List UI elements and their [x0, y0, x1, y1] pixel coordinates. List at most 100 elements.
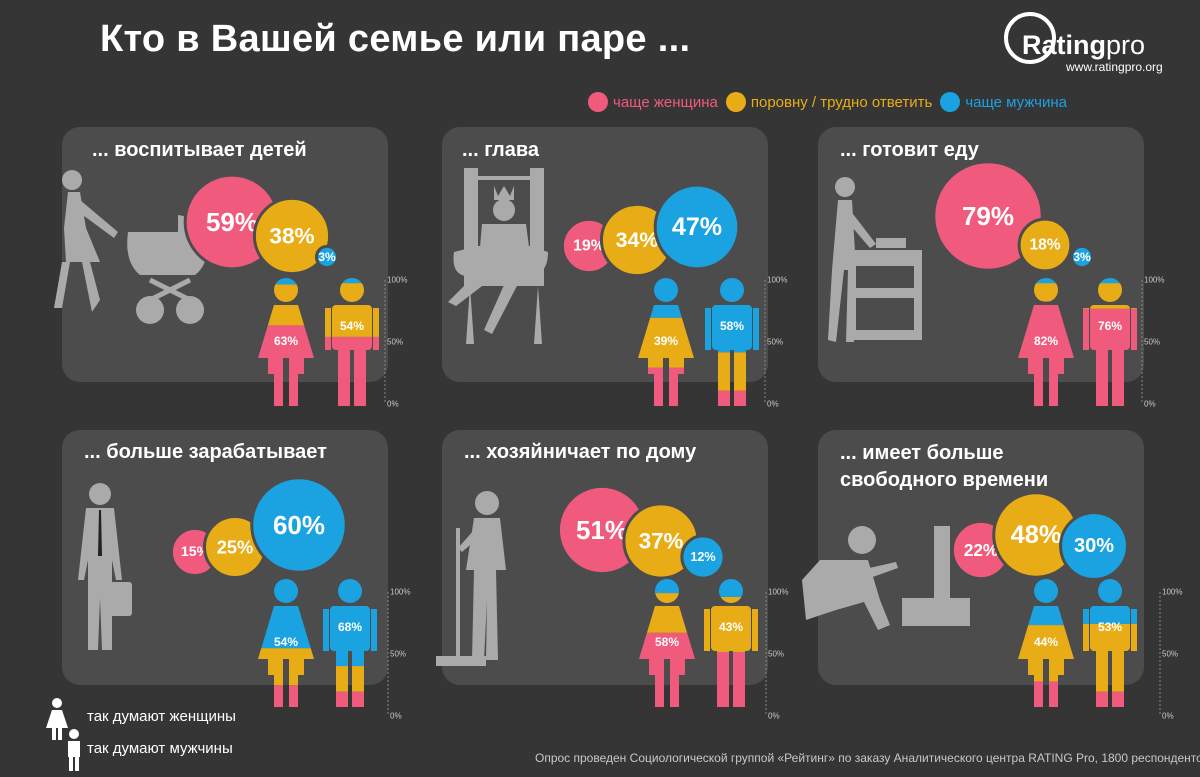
chart-panel-6: ... имеет больше свободного времени 22% 48%… — [802, 430, 1182, 721]
logo-ring-icon — [1004, 12, 1056, 64]
king-head-icon — [493, 199, 515, 221]
men-think-label: 58% — [720, 319, 744, 333]
woman-body-icon — [466, 518, 506, 660]
ratingpro-logo: Ratingpro www.ratingpro.org — [1004, 12, 1164, 78]
panel-title: ... больше зарабатывает — [84, 441, 327, 463]
panel-title: ... имеет больше — [840, 442, 1004, 464]
scale-tick-label: 100% — [1162, 588, 1182, 597]
bubble-value-label: 59% — [206, 207, 258, 237]
oven-door-icon — [856, 298, 914, 330]
scale-tick-label: 50% — [387, 338, 403, 347]
chart-panel-5: ... хозяйничает по дому 51% 37% 12% 58% 43% 10… — [436, 430, 788, 721]
men-think-label: 43% — [719, 620, 743, 634]
man-head-icon — [848, 526, 876, 554]
man-figure-segment — [1083, 691, 1137, 707]
bubble-men — [1059, 511, 1129, 581]
scale-tick-label: 50% — [768, 650, 784, 659]
stroller-frame-icon — [148, 277, 192, 303]
bubble-men — [680, 534, 726, 580]
bubble-value-label: 3% — [1073, 250, 1091, 264]
scale-tick-label: 50% — [390, 650, 406, 659]
bubble-value-label: 25% — [217, 537, 254, 558]
scale-tick-label: 0% — [1162, 712, 1174, 721]
women-think-label: 44% — [1034, 635, 1058, 649]
man-head-icon — [89, 483, 111, 505]
bubble-men — [653, 183, 741, 271]
bubble-value-label: 19% — [573, 238, 605, 255]
throne-arm-icon — [453, 246, 548, 277]
woman-figure-segment — [1018, 278, 1074, 284]
key-woman-leg-icon — [52, 728, 56, 740]
legend-swatch-equal — [725, 92, 746, 112]
woman-head-icon — [475, 491, 499, 515]
women-think-label: 39% — [654, 334, 678, 348]
woman-body-icon — [64, 192, 100, 262]
bubble-value-label: 18% — [1029, 237, 1060, 254]
bubble-value-label: 34% — [616, 228, 659, 252]
key-woman-leg-icon — [58, 728, 62, 740]
scale-tick-label: 0% — [768, 712, 780, 721]
key-man-head-icon — [69, 729, 79, 739]
scale-tick-label: 100% — [387, 276, 407, 285]
page-title: Кто в Вашей семье или паре ... — [100, 18, 691, 60]
bubble-men — [250, 476, 348, 574]
throne-legs-icon — [466, 286, 542, 344]
tie-icon — [98, 510, 102, 556]
chart-panel-1: ... воспитывает детей 59% 38% 3% 63% 54% 100% 5… — [54, 127, 407, 409]
bubble-value-label: 51% — [576, 515, 628, 545]
bubble-men — [314, 244, 340, 270]
bubble-value-label: 48% — [1011, 521, 1062, 549]
man-figure-segment — [705, 390, 759, 406]
king-legs-icon — [448, 268, 520, 334]
logo-wordmark: Ratingpro — [1022, 30, 1145, 61]
panel-title: свободного времени — [840, 469, 1048, 491]
key-man-leg-icon — [69, 757, 73, 771]
panel-title: ... хозяйничает по дому — [464, 441, 697, 463]
scale-tick-label: 50% — [767, 338, 783, 347]
stove-drawer-icon — [856, 266, 914, 288]
logo-url: www.ratingpro.org — [1066, 60, 1163, 74]
figure-key — [46, 698, 80, 771]
scale-tick-label: 100% — [768, 588, 788, 597]
bubble-value-label: 30% — [1074, 535, 1114, 557]
monitor-icon — [934, 526, 950, 600]
woman-legs-icon — [54, 262, 100, 312]
key-men-label: так думают мужчины — [87, 740, 233, 757]
footnote: Опрос проведен Социологической группой «… — [535, 751, 1200, 765]
bubble-value-label: 79% — [962, 201, 1014, 231]
legend-swatch-men — [940, 92, 961, 112]
women-think-label: 63% — [274, 334, 298, 348]
baby-head-icon — [154, 233, 172, 251]
woman-figure-segment — [258, 685, 314, 707]
bubble-value-label: 60% — [273, 510, 325, 540]
chart-panel-2: ... глава 19% 34% 47% 39% 58% 100% 50% 0% — [442, 127, 787, 409]
mop-handle-icon — [456, 528, 460, 660]
chart-panel-3: ... готовит еду 79% 18% 3% 82% 76% 100% 50% 0% — [818, 127, 1164, 409]
bubble-value-label: 15% — [181, 544, 210, 560]
scale-tick-label: 0% — [387, 400, 399, 409]
panel-title: ... глава — [462, 139, 540, 161]
legend: чаще женщина поровну / трудно ответить ч… — [588, 91, 1075, 113]
pan-icon — [876, 238, 906, 248]
bubble-equal — [252, 196, 332, 276]
woman-head-icon — [835, 177, 855, 197]
scale-tick-label: 50% — [1144, 338, 1160, 347]
legend-label-equal: поровну / трудно ответить — [750, 93, 933, 111]
bubble-value-label: 22% — [964, 540, 998, 560]
bubble-value-label: 12% — [690, 550, 715, 564]
men-think-label: 76% — [1098, 319, 1122, 333]
key-woman-head-icon — [52, 698, 62, 708]
scale-tick-label: 0% — [1144, 400, 1156, 409]
logo-brand-suffix: pro — [1106, 30, 1146, 60]
scale-tick-label: 0% — [767, 400, 779, 409]
men-think-label: 68% — [338, 620, 362, 634]
stroller-wheel-icon — [176, 296, 204, 324]
man-arm-icon — [860, 562, 898, 580]
man-figure-segment — [325, 278, 379, 284]
legend-label-men: чаще мужчина — [965, 93, 1068, 111]
chart-panel-4: ... больше зарабатывает 15% 25% 60% 54% 68% 10… — [62, 430, 410, 721]
bubble-value-label: 47% — [672, 213, 722, 241]
woman-figure-segment — [258, 278, 314, 285]
key-man-body-icon — [68, 741, 80, 757]
woman-arm-icon — [846, 210, 876, 248]
